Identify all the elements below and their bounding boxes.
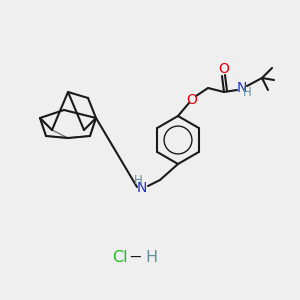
Text: N: N [237, 81, 247, 95]
Text: O: O [219, 62, 230, 76]
Text: N: N [137, 181, 147, 195]
Text: H: H [145, 250, 157, 266]
Text: H: H [134, 175, 142, 188]
Text: H: H [243, 86, 251, 100]
Text: −: − [124, 250, 148, 266]
Text: Cl: Cl [112, 250, 128, 266]
Text: O: O [187, 93, 197, 107]
